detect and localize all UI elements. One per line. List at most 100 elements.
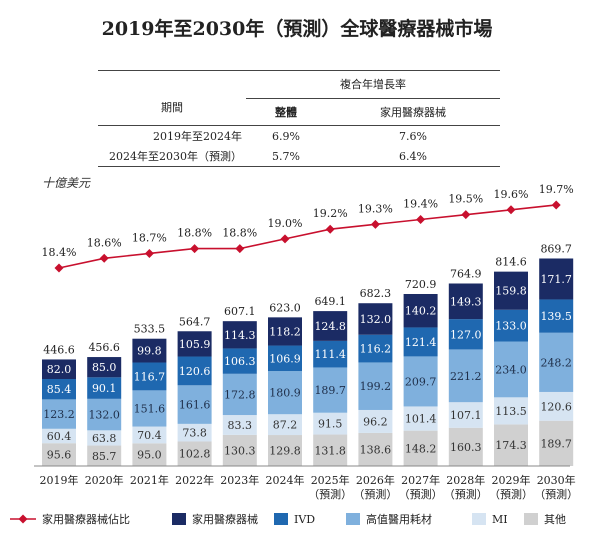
period-header: 期間 [98, 70, 246, 126]
segment-value-label: 99.8 [137, 345, 162, 358]
share-value-label: 19.4% [403, 198, 438, 211]
cagr-overall: 5.7% [246, 146, 326, 167]
segment-value-label: 116.7 [134, 370, 166, 383]
share-marker [99, 253, 109, 263]
bar-segment [448, 319, 483, 350]
segment-value-label: 120.6 [540, 400, 572, 413]
bar-segment [403, 327, 438, 357]
share-value-label: 19.7% [539, 183, 574, 196]
bar-segment [177, 423, 212, 442]
x-tick-label: 2028年 [446, 473, 485, 487]
bar-segment [539, 332, 574, 392]
segment-value-label: 132.0 [88, 409, 120, 422]
segment-value-label: 63.8 [92, 432, 117, 445]
bar-segment [132, 390, 167, 427]
cagr-row: 2024年至2030年（預測） 5.7% 6.4% [98, 146, 500, 167]
x-tick-sublabel: （預測） [353, 487, 397, 501]
chart-title: 2019年至2030年（預測）全球醫療器械市場 [101, 18, 493, 40]
segment-value-label: 139.5 [540, 310, 572, 323]
share-marker [370, 219, 380, 229]
bar-segment [177, 356, 212, 386]
total-value-label: 720.9 [405, 278, 437, 291]
share-value-label: 19.6% [494, 188, 529, 201]
legend-swatch [472, 513, 486, 525]
legend-label: MI [492, 513, 508, 526]
bar-segment [448, 283, 483, 320]
x-tick-label: 2023年 [220, 473, 259, 487]
total-value-label: 649.1 [314, 295, 346, 308]
total-value-label: 869.7 [540, 242, 572, 255]
x-tick-label: 2020年 [85, 473, 124, 487]
segment-value-label: 138.6 [360, 443, 392, 456]
cagr-home: 6.4% [326, 146, 500, 167]
bar-segment [222, 348, 257, 374]
segment-value-label: 118.2 [269, 325, 301, 338]
bar-segment [448, 349, 483, 403]
legend: 家用醫療器械佔比 家用醫療器械 IVD 高值醫用耗材 MI 其他 [10, 512, 566, 526]
segment-value-label: 95.0 [137, 449, 162, 462]
share-value-label: 18.8% [222, 227, 257, 240]
segment-value-label: 180.9 [269, 387, 301, 400]
segment-value-label: 130.3 [224, 444, 256, 457]
bar-segment [132, 362, 167, 391]
bar-segment [268, 345, 302, 372]
bar-segment [494, 424, 528, 466]
legend-label: IVD [294, 513, 315, 526]
segment-value-label: 83.3 [228, 419, 253, 432]
bar-segment [494, 271, 528, 310]
segment-value-label: 140.2 [405, 305, 437, 318]
cagr-header: 複合年增長率 [246, 70, 500, 99]
share-marker [325, 224, 335, 234]
legend-swatch [524, 513, 538, 525]
bar-segment [403, 356, 438, 407]
bar-segment [358, 409, 393, 433]
segment-value-label: 114.3 [224, 329, 256, 342]
bar-segment [42, 379, 76, 400]
segment-value-label: 131.8 [314, 444, 346, 457]
bar-segment [494, 309, 528, 342]
segment-value-label: 85.7 [92, 450, 117, 463]
x-axis: 2019年 2020年 2021年 2022年 2023年 2024年 2025年（預測）2… [34, 465, 578, 501]
total-value-label: 764.9 [450, 267, 482, 280]
bar-segment [448, 402, 483, 428]
bar-segment [494, 397, 528, 425]
x-tick-label: 2021年 [130, 473, 169, 487]
cagr-home: 7.6% [399, 129, 427, 143]
bar-segment [313, 340, 348, 368]
bar-segment [87, 377, 122, 399]
segment-value-label: 87.2 [273, 419, 298, 432]
segment-value-label: 174.3 [495, 439, 527, 452]
bar-segment [268, 435, 302, 466]
segment-value-label: 248.2 [540, 356, 572, 369]
total-value-label: 533.5 [134, 323, 166, 336]
x-tick-label: 2029年 [492, 473, 531, 487]
segment-value-label: 85.4 [47, 383, 72, 396]
segment-value-label: 221.2 [450, 370, 482, 383]
segment-value-label: 116.2 [360, 343, 392, 356]
share-value-label: 18.4% [42, 246, 77, 259]
segment-value-label: 160.3 [450, 441, 482, 454]
bar-segment [42, 399, 76, 429]
segment-value-label: 199.2 [360, 380, 392, 393]
segment-value-label: 148.2 [405, 442, 437, 455]
legend-diamond-swatch [18, 514, 28, 524]
segment-value-label: 132.0 [360, 313, 392, 326]
legend-swatch [274, 513, 288, 525]
segment-value-label: 161.6 [179, 399, 211, 412]
segment-value-label: 73.8 [182, 427, 207, 440]
bar-segment [539, 391, 574, 421]
x-tick-sublabel: （預測） [399, 487, 443, 501]
share-value-label: 18.8% [177, 227, 212, 240]
bar-segment [494, 341, 528, 398]
bar-segment [358, 303, 393, 335]
x-tick-label: 2022年 [175, 473, 214, 487]
bar-segment [42, 443, 76, 466]
share-marker [144, 248, 154, 258]
bar-segment [313, 311, 348, 341]
segment-value-label: 70.4 [137, 429, 162, 442]
bar-segment [87, 445, 122, 466]
segment-value-label: 85.0 [92, 361, 117, 374]
legend-swatch [346, 513, 360, 525]
legend-label: 家用醫療器械佔比 [42, 512, 130, 526]
segment-value-label: 106.9 [269, 352, 301, 365]
